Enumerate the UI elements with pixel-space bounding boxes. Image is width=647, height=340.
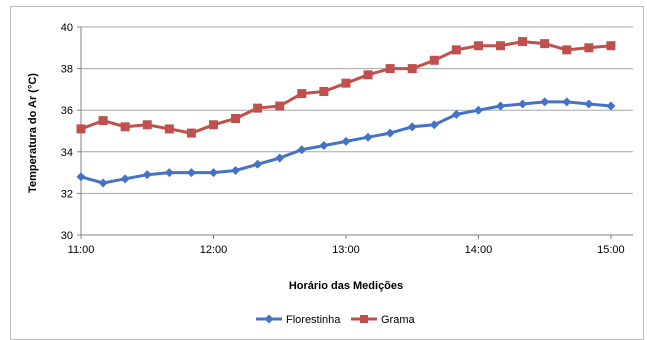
grid-lines — [81, 26, 633, 236]
data-point — [208, 168, 218, 178]
data-point — [473, 105, 483, 115]
series-grama — [76, 37, 616, 138]
y-axis-title: Temperatura do Ar (°C) — [27, 73, 39, 193]
data-point — [606, 101, 616, 111]
data-point — [606, 41, 616, 51]
data-point — [98, 178, 108, 188]
x-axis-title: Horário das Medições — [289, 280, 403, 292]
legend-item-grama: Grama — [351, 314, 416, 326]
data-point — [518, 99, 528, 109]
data-point — [341, 136, 351, 146]
y-tick-label: 32 — [61, 188, 73, 200]
y-tick-label: 38 — [61, 64, 73, 76]
data-point — [407, 64, 417, 74]
data-point — [429, 55, 439, 65]
data-point — [584, 43, 594, 53]
data-point — [562, 97, 572, 107]
data-point — [142, 120, 152, 130]
data-point — [385, 64, 395, 74]
legend-label: Florestinha — [286, 314, 341, 326]
y-tick-label: 36 — [61, 105, 73, 117]
data-point — [164, 168, 174, 178]
x-tick-label: 13:00 — [332, 244, 360, 256]
data-point — [297, 145, 307, 155]
data-point — [363, 132, 373, 142]
x-tick-label: 11:00 — [68, 244, 95, 256]
data-point — [120, 122, 130, 132]
data-point — [142, 170, 152, 180]
data-point — [164, 124, 174, 134]
y-tick-label: 40 — [61, 22, 73, 34]
data-point — [297, 89, 307, 99]
legend-item-florestinha: Florestinha — [256, 314, 341, 326]
legend-marker — [264, 314, 274, 324]
data-point — [407, 122, 417, 132]
data-point — [253, 103, 263, 113]
data-point — [518, 37, 528, 47]
data-point — [562, 45, 572, 55]
data-point — [385, 128, 395, 138]
series-florestinha — [76, 97, 616, 188]
x-tick-labels: 11:00 12:00 13:00 14:00 15:00 — [68, 244, 625, 256]
data-point — [540, 39, 550, 49]
chart-frame: 30 32 34 36 38 40 11:00 12:00 13:00 14:00 15:00 T… — [10, 6, 644, 340]
data-point — [473, 41, 483, 51]
temperature-line-chart: 30 32 34 36 38 40 11:00 12:00 13:00 14:00 15:00 T… — [27, 22, 633, 326]
data-point — [451, 45, 461, 55]
data-point — [319, 86, 329, 96]
data-point — [429, 120, 439, 130]
data-point — [76, 124, 86, 134]
legend-label: Grama — [381, 314, 416, 326]
data-point — [186, 128, 196, 138]
data-point — [120, 174, 130, 184]
data-point — [76, 172, 86, 182]
y-tick-label: 34 — [61, 147, 73, 159]
data-point — [540, 97, 550, 107]
x-tick-label: 15:00 — [597, 244, 625, 256]
data-point — [496, 101, 506, 111]
data-point — [319, 141, 329, 151]
y-tick-label: 30 — [61, 230, 73, 242]
data-point — [231, 166, 241, 176]
series-layer — [76, 37, 616, 188]
data-point — [186, 168, 196, 178]
data-point — [98, 116, 108, 126]
data-point — [208, 120, 218, 130]
legend-marker — [360, 315, 368, 323]
data-point — [275, 153, 285, 163]
data-point — [231, 114, 241, 124]
data-point — [363, 70, 373, 80]
x-tick-label: 12:00 — [200, 244, 228, 256]
y-tick-labels: 30 32 34 36 38 40 — [61, 22, 73, 242]
data-point — [275, 101, 285, 111]
data-point — [584, 99, 594, 109]
data-point — [253, 159, 263, 169]
data-point — [341, 78, 351, 88]
data-point — [496, 41, 506, 51]
legend: Florestinha Grama — [256, 314, 416, 326]
x-tick-label: 14:00 — [465, 244, 493, 256]
data-point — [451, 109, 461, 119]
axes — [77, 26, 633, 239]
